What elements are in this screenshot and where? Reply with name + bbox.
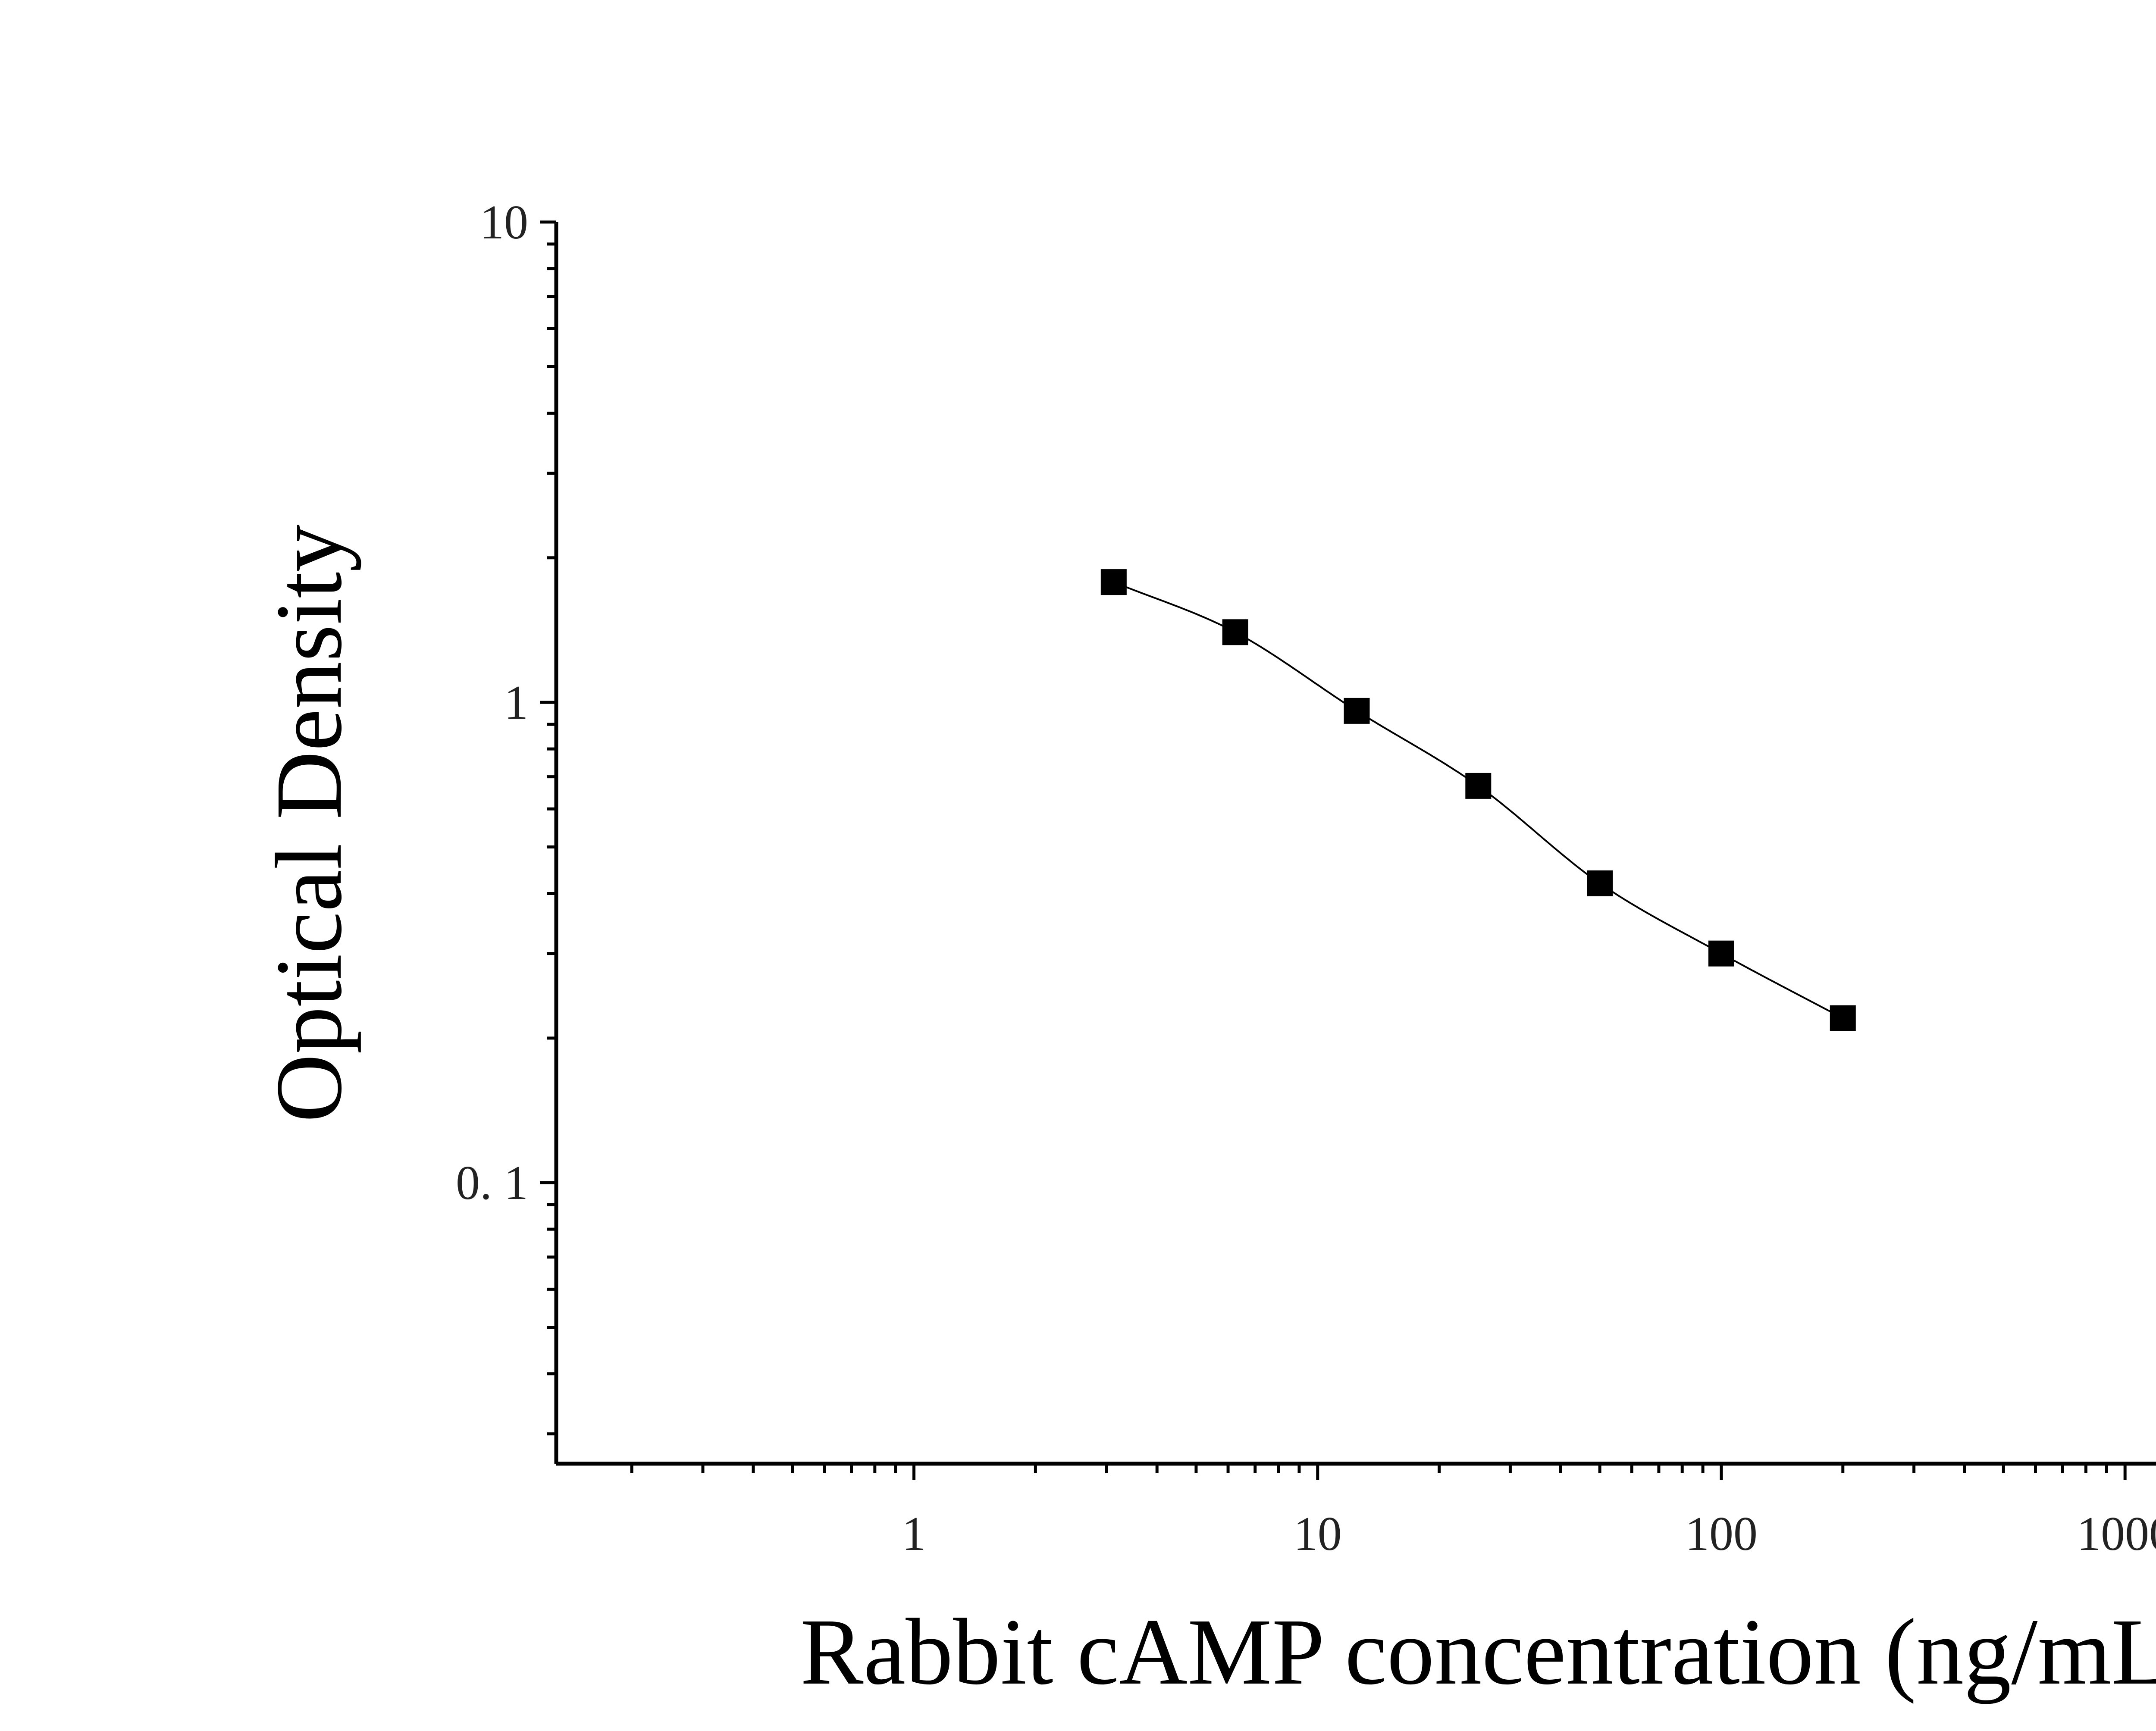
data-point-marker — [1465, 773, 1492, 799]
data-point-marker — [1587, 870, 1613, 896]
marker-layer — [1100, 569, 1856, 1031]
data-point-marker — [1100, 569, 1127, 595]
data-point-marker — [1830, 1005, 1856, 1031]
x-tick-label: 1 — [902, 1507, 926, 1561]
data-point-marker — [1344, 698, 1370, 724]
x-tick-label: 10 — [1294, 1507, 1342, 1561]
x-tick-label: 100 — [1685, 1507, 1758, 1561]
y-tick-label: 1 — [504, 676, 528, 729]
y-axis-title: Optical Density — [256, 525, 361, 1123]
y-tick-label: 10 — [480, 196, 528, 249]
data-point-marker — [1222, 619, 1248, 645]
x-axis-title: Rabbit cAMP concentration (ng/mL) — [800, 1599, 2156, 1704]
y-tick-label: 0. 1 — [456, 1156, 528, 1210]
data-point-marker — [1708, 940, 1734, 967]
